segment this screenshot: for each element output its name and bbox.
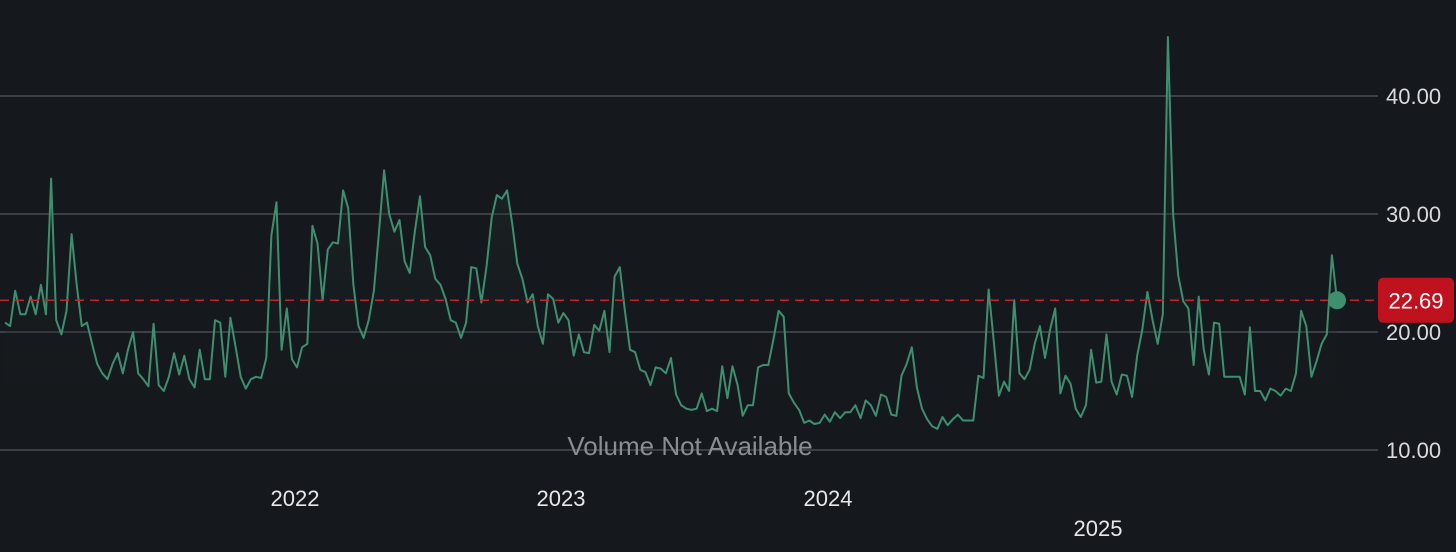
series-area	[5, 37, 1337, 429]
y-tick-label: 10.00	[1386, 438, 1441, 463]
y-tick-label: 20.00	[1386, 320, 1441, 345]
x-tick-label: 2023	[537, 486, 586, 511]
series-line[interactable]	[4, 36, 1338, 430]
x-axis: 2022 2023 2024 2025	[271, 486, 1123, 541]
x-tick-label: 2022	[271, 486, 320, 511]
volume-watermark: Volume Not Available	[567, 431, 812, 461]
current-value-label: 22.69	[1388, 288, 1443, 313]
x-tick-label: 2024	[804, 486, 853, 511]
current-value-tag: 22.69	[1378, 277, 1454, 323]
y-tick-label: 40.00	[1386, 84, 1441, 109]
last-value-dot[interactable]	[1328, 291, 1346, 310]
x-tick-label: 2025	[1074, 516, 1123, 541]
y-axis: 40.00 30.00 20.00 10.00	[1386, 84, 1441, 463]
y-tick-label: 30.00	[1386, 202, 1441, 227]
current-value-tag-bg	[1378, 277, 1454, 323]
